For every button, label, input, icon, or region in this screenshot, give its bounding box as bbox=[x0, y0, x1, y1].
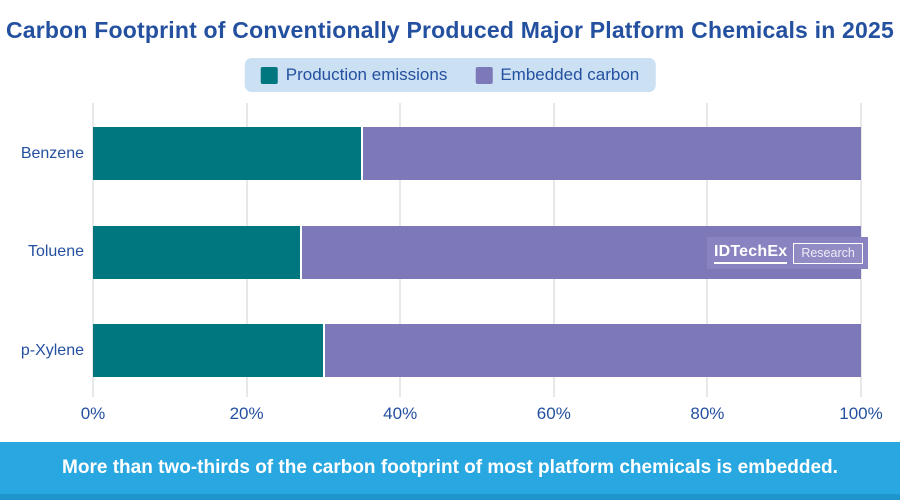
idtechex-logo: IDTechEx bbox=[714, 243, 788, 264]
idtechex-research-badge: Research bbox=[793, 242, 863, 264]
x-tick-label-60: 60% bbox=[536, 404, 571, 423]
segment-embedded-pxylene bbox=[322, 324, 861, 377]
legend-label-embedded: Embedded carbon bbox=[500, 65, 640, 84]
x-tick-label-40: 40% bbox=[383, 404, 418, 423]
bar-row-benzene bbox=[93, 127, 861, 180]
legend-item-embedded: Embedded carbon bbox=[475, 65, 639, 85]
legend: Production emissions Embedded carbon bbox=[244, 58, 656, 92]
x-tick-label-100: 100% bbox=[839, 404, 883, 423]
footer-banner: More than two-thirds of the carbon footp… bbox=[0, 442, 900, 500]
footer-message: More than two-thirds of the carbon footp… bbox=[62, 456, 838, 478]
category-label-benzene: Benzene bbox=[20, 144, 84, 162]
embedded-swatch bbox=[475, 66, 493, 84]
bar-row-pxylene bbox=[93, 324, 861, 377]
segment-production-pxylene bbox=[93, 324, 323, 377]
x-tick-label-20: 20% bbox=[229, 404, 264, 423]
x-tick-label-80: 80% bbox=[690, 404, 725, 423]
legend-label-production: Production emissions bbox=[285, 65, 448, 84]
footer-accent-strip bbox=[0, 494, 900, 500]
x-tick-label-0: 0% bbox=[80, 404, 106, 423]
category-label-pxylene: p-Xylene bbox=[20, 341, 84, 359]
chart-title: Carbon Footprint of Conventionally Produ… bbox=[5, 17, 895, 43]
idtechex-watermark: IDTechEx Research bbox=[707, 237, 868, 269]
production-swatch bbox=[260, 66, 278, 84]
segment-embedded-benzene bbox=[361, 127, 861, 180]
segment-production-toluene bbox=[93, 225, 300, 279]
segment-production-benzene bbox=[93, 127, 362, 180]
legend-item-production: Production emissions bbox=[260, 65, 448, 85]
category-label-toluene: Toluene bbox=[27, 243, 84, 260]
